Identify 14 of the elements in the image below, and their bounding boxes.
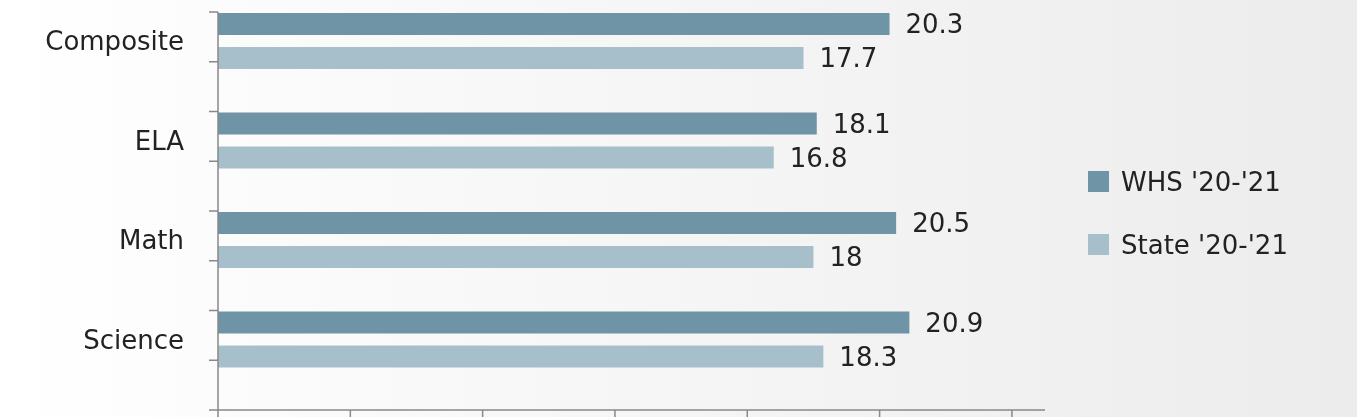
data-label: 18.1 — [832, 108, 891, 139]
data-label: 17.7 — [819, 43, 878, 73]
legend-label: WHS '20-'21 — [1121, 167, 1281, 197]
data-label: 20.9 — [925, 307, 984, 338]
y-tick-label: Science — [83, 324, 184, 355]
y-tick-label: Math — [118, 225, 184, 255]
data-label: 18.3 — [839, 341, 898, 372]
data-label: 18 — [829, 242, 863, 272]
data-label: 20.5 — [912, 208, 971, 238]
y-tick-label: Composite — [45, 26, 184, 56]
data-label: 20.3 — [905, 9, 964, 39]
legend-label: State '20-'21 — [1121, 230, 1288, 260]
data-label: 16.8 — [789, 142, 848, 173]
y-tick-label: ELA — [134, 125, 185, 156]
